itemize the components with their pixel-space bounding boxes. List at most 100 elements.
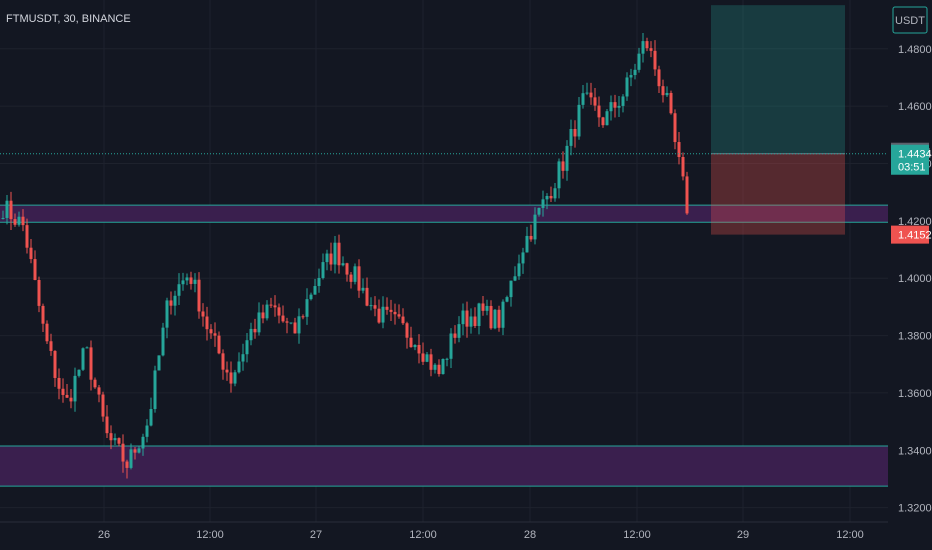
candle-body [149, 409, 153, 426]
candle-body [449, 333, 453, 359]
currency-badge[interactable]: USDT [892, 6, 928, 34]
candle [345, 262, 349, 282]
candle-body [309, 294, 313, 300]
candle-body [673, 113, 677, 143]
candle [565, 140, 569, 181]
candle [125, 459, 129, 479]
candle [417, 334, 421, 364]
candle [149, 397, 153, 427]
candle [413, 344, 417, 351]
candle [461, 303, 465, 336]
candle [649, 41, 653, 58]
candle-body [213, 333, 217, 336]
candle-body [305, 299, 309, 317]
candle-body [457, 324, 461, 338]
candle [329, 242, 333, 271]
candle [353, 263, 357, 285]
candle [197, 272, 201, 319]
candle [269, 297, 273, 309]
y-tick-label: 1.3600 [898, 388, 932, 400]
range-zone[interactable] [0, 205, 888, 223]
candle-body [317, 277, 321, 287]
candle-body [681, 157, 685, 177]
candle-body [345, 263, 349, 275]
candle [297, 308, 301, 344]
candle [229, 361, 233, 393]
candle [369, 297, 373, 311]
candle [365, 277, 369, 307]
candle-body [597, 105, 601, 118]
candle-body [645, 41, 649, 49]
profit-zone[interactable] [711, 5, 845, 154]
countdown-text: 03:51 [898, 162, 926, 174]
candle-body [253, 328, 257, 333]
candle-body [641, 41, 645, 54]
candle [85, 346, 89, 349]
time-axis[interactable]: 26 12:00 27 12:00 28 12:00 29 12:00 [0, 521, 932, 550]
candle [617, 95, 621, 118]
y-tick-label: 1.3400 [898, 445, 932, 457]
candle-body [657, 69, 661, 87]
candle-body [477, 303, 481, 326]
candle-body [377, 308, 381, 323]
candle-body [581, 93, 585, 105]
candle [289, 322, 293, 325]
candle-body [97, 387, 101, 395]
candle [129, 443, 133, 470]
candle-body [517, 263, 521, 277]
candle [73, 367, 77, 412]
candle-body [561, 161, 565, 171]
candle-body [433, 364, 437, 370]
price-axis[interactable]: 1.48001.46001.44001.42001.40001.38001.36… [888, 0, 932, 550]
candle-body [265, 304, 269, 319]
candle-body [205, 316, 209, 330]
long-position-tool[interactable] [711, 5, 845, 235]
candle-body [257, 312, 261, 333]
candle-body [489, 305, 493, 329]
candle-body [461, 310, 465, 325]
candle-body [501, 301, 505, 328]
candle [213, 322, 217, 347]
candle [653, 40, 657, 76]
candle [677, 131, 681, 165]
candle-body [65, 394, 69, 398]
loss-zone[interactable] [711, 153, 845, 235]
candle-body [665, 92, 669, 96]
candle [393, 303, 397, 325]
candle [245, 332, 249, 363]
candle [325, 249, 329, 271]
range-zone[interactable] [0, 445, 888, 487]
candle [117, 437, 121, 447]
candle [389, 299, 393, 321]
candle-body [661, 86, 665, 96]
price-label-text: 1.4434 [898, 149, 932, 161]
candle-body [289, 322, 293, 324]
candle-body [497, 309, 501, 328]
x-tick-label: 12:00 [196, 529, 224, 541]
price-axis-background [888, 0, 932, 550]
candle-body [5, 200, 9, 218]
candle [189, 271, 193, 290]
candle-body [201, 311, 205, 317]
candle-body [545, 195, 549, 200]
candle [209, 324, 213, 339]
candle [317, 268, 321, 293]
candle [381, 296, 385, 329]
candle [657, 65, 661, 94]
candle [49, 333, 53, 356]
candle [89, 340, 93, 391]
candle-body [577, 104, 581, 137]
candle [145, 419, 149, 443]
candle [349, 272, 353, 289]
candle-body [57, 377, 61, 389]
candle-body [9, 200, 13, 220]
candle [109, 425, 113, 450]
candle [357, 259, 361, 298]
candle-body [541, 199, 545, 208]
candle-body [417, 344, 421, 354]
candle-body [113, 438, 117, 441]
price-label-stop: 1.4152 [891, 225, 932, 244]
candle [497, 305, 501, 332]
candle [101, 391, 105, 422]
